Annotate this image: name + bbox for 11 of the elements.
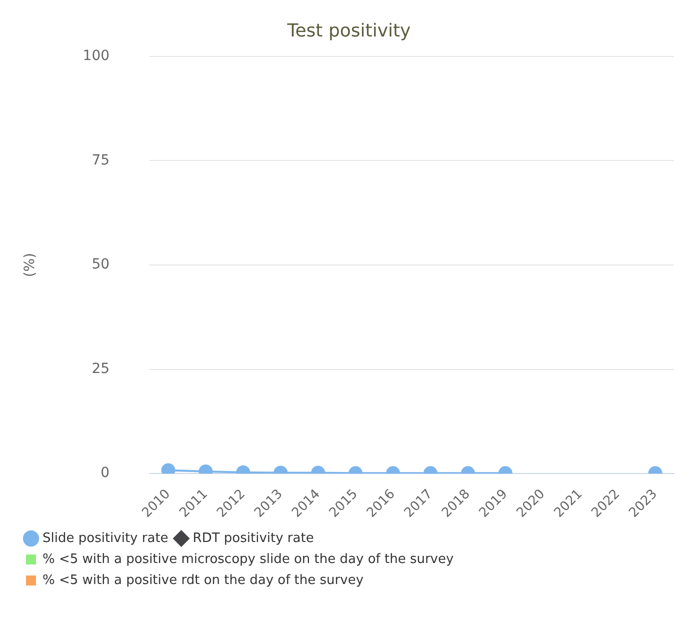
legend-label: % <5 with a positive microscopy slide on the day of the survey [42,552,454,567]
y-axis-title: (%) [22,252,38,278]
y-tick-label: 25 [92,360,110,377]
y-tick-label: 50 [92,256,110,273]
y-tick-label: 75 [92,152,110,168]
y-tick-label: 100 [82,48,110,64]
legend-label: RDT positivity rate [192,530,314,546]
chart-title: Test positivity [286,20,412,42]
y-tick-label: 0 [100,465,110,482]
legend-label: Slide positivity rate [42,530,168,546]
legend-label: % <5 with a positive rdt on the day of the survey [42,572,364,588]
